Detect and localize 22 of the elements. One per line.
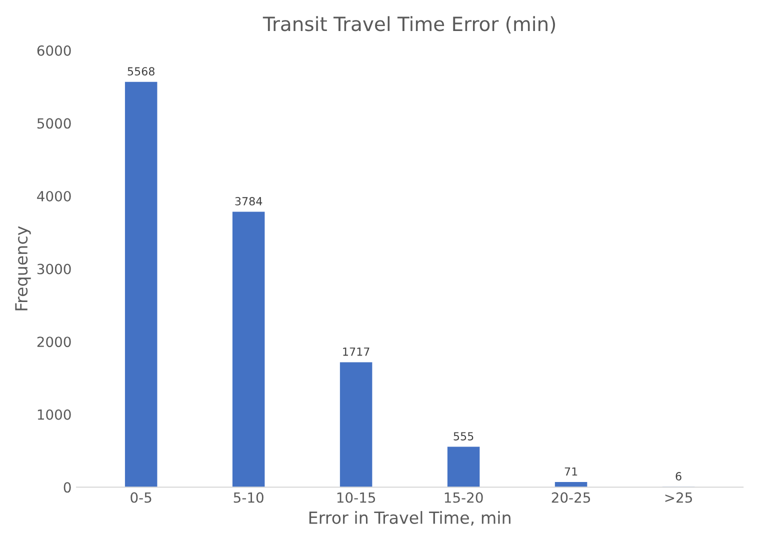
x-tick-label: 15-20: [444, 492, 483, 503]
y-tick-label: 5000: [37, 118, 71, 129]
x-tick-label: 20-25: [552, 492, 590, 503]
y-tick-label: 4000: [37, 190, 71, 202]
data-label: 3784: [235, 197, 262, 206]
y-axis-title: Frequency: [15, 226, 31, 310]
x-tick-label: 5-10: [234, 492, 264, 503]
data-label: 555: [454, 432, 474, 440]
data-label: 71: [564, 467, 578, 476]
y-tick-label: 2000: [37, 336, 71, 348]
data-label: 6: [676, 472, 682, 480]
chart-title: Transit Travel Time Error (min): [262, 16, 556, 34]
x-tick-label: >25: [665, 492, 692, 503]
y-tick-label: 0: [64, 482, 71, 493]
y-tick-label: 3000: [37, 264, 71, 274]
x-tick-label: 10-15: [337, 492, 376, 503]
y-tick-label: 6000: [37, 45, 71, 56]
y-tick-label: 1000: [38, 409, 71, 420]
x-axis-title: Error in Travel Time, min: [309, 511, 510, 526]
x-tick-label: 0-5: [130, 492, 152, 503]
data-label: 1717: [343, 348, 370, 356]
data-label: 5568: [128, 67, 154, 76]
